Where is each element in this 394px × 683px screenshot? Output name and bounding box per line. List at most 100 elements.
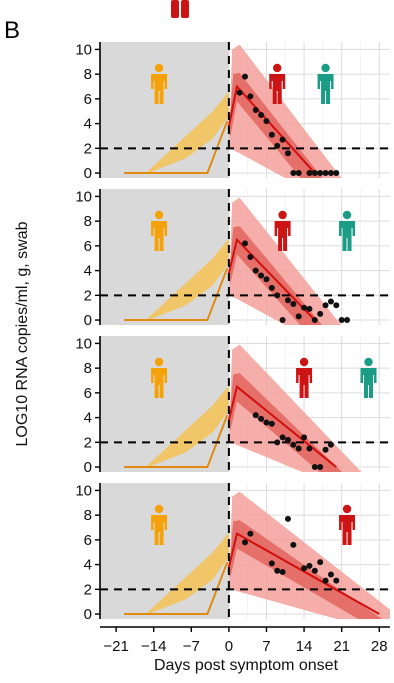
- data-point: [333, 577, 340, 584]
- data-point: [236, 89, 243, 96]
- data-point: [247, 254, 254, 260]
- data-point: [252, 267, 259, 274]
- y-tick-label: 0: [84, 312, 92, 329]
- y-tick-label: 2: [84, 434, 92, 451]
- data-point: [279, 317, 286, 324]
- data-point: [279, 136, 286, 143]
- data-point: [263, 118, 270, 125]
- data-point: [242, 240, 248, 247]
- postsymptomatic-band-outer: [228, 491, 390, 619]
- presymptomatic-line: [124, 414, 229, 469]
- orange-person-icon: [151, 357, 168, 398]
- postsymptomatic-line: [227, 237, 316, 321]
- data-point: [311, 317, 318, 324]
- data-point: [306, 562, 313, 569]
- data-point: [301, 565, 308, 572]
- data-point: [279, 569, 286, 576]
- data-point: [317, 310, 324, 317]
- data-point: [290, 441, 297, 448]
- postsymptomatic-line: [227, 532, 380, 615]
- postsymptomatic-line: [227, 384, 337, 468]
- data-point: [247, 530, 254, 537]
- presymptomatic-band: [148, 532, 229, 615]
- panel-plot-area: [100, 189, 390, 325]
- data-point: [274, 567, 281, 574]
- y-tick-label: 10: [75, 41, 92, 58]
- red-person-icon: [339, 504, 356, 545]
- red-person-icon: [269, 63, 286, 104]
- data-point: [284, 297, 291, 304]
- x-tick-label: 7: [262, 638, 270, 655]
- data-point: [274, 439, 281, 446]
- presymptomatic-shade: [100, 336, 229, 472]
- postsymptomatic-band-inner: [228, 373, 343, 472]
- postsymptomatic-band-outer: [228, 44, 342, 178]
- x-tick-label: 28: [371, 638, 388, 655]
- red-person-icon: [296, 357, 313, 398]
- data-point: [295, 313, 302, 320]
- data-point: [338, 317, 345, 324]
- data-point: [252, 107, 259, 113]
- postsymptomatic-band-inner: [228, 72, 323, 178]
- data-point: [301, 434, 308, 441]
- y-tick-label: 6: [84, 238, 92, 255]
- data-point: [301, 304, 308, 311]
- data-point: [311, 567, 318, 574]
- presymptomatic-line: [124, 120, 229, 175]
- data-point: [284, 150, 291, 157]
- data-point: [290, 541, 297, 548]
- y-tick-label: 0: [84, 606, 92, 623]
- data-point: [327, 298, 334, 305]
- data-point: [252, 412, 259, 419]
- x-tick-label: 21: [333, 638, 350, 655]
- data-point: [290, 300, 297, 307]
- teal-person-icon: [360, 357, 377, 398]
- data-point: [327, 441, 334, 448]
- y-tick-label: 8: [84, 507, 92, 524]
- presymptomatic-band: [148, 385, 229, 468]
- panel-letter: B: [4, 17, 20, 44]
- data-point: [317, 170, 324, 177]
- data-point: [242, 539, 248, 546]
- data-point: [284, 515, 291, 522]
- data-point: [322, 170, 329, 177]
- data-point: [258, 415, 265, 422]
- data-point: [322, 577, 329, 584]
- y-tick-label: 2: [84, 287, 92, 304]
- data-point: [311, 170, 318, 177]
- panel-4: 0 2 4 6 8 10 −21 −14 −7 0 7 14 21 28: [75, 482, 390, 655]
- y-tick-label: 4: [84, 410, 92, 427]
- red-person-icon: [274, 210, 291, 251]
- y-tick-label: 8: [84, 213, 92, 230]
- data-point: [274, 292, 281, 299]
- presymptomatic-shade: [100, 483, 229, 619]
- x-tick-label: 14: [296, 638, 313, 655]
- presymptomatic-line: [124, 267, 229, 322]
- panel-plot-area: [100, 483, 390, 619]
- panels: 0 2 4 6 8 10 0 2 4 6 8 10 0 2 4 6 8 10 0 2 4 6 8 10 −21 −14 −7 0 7 14…: [75, 41, 390, 655]
- data-point: [306, 305, 313, 312]
- presymptomatic-shade: [100, 42, 229, 178]
- x-tick-label: −14: [141, 638, 166, 655]
- data-point: [295, 170, 302, 177]
- data-point: [242, 73, 248, 80]
- panel-2: 0 2 4 6 8 10: [75, 188, 390, 329]
- panel-1: 0 2 4 6 8 10: [75, 41, 390, 182]
- data-point: [333, 170, 340, 177]
- data-point: [268, 284, 275, 291]
- y-tick-label: 2: [84, 140, 92, 157]
- data-point: [327, 170, 334, 177]
- y-tick-label: 0: [84, 459, 92, 476]
- y-tick-label: 10: [75, 335, 92, 352]
- y-tick-label: 4: [84, 263, 92, 280]
- postsymptomatic-line: [227, 84, 316, 174]
- data-point: [279, 434, 286, 441]
- y-tick-label: 10: [75, 188, 92, 205]
- teal-person-icon: [339, 210, 356, 251]
- teal-person-icon: [317, 63, 334, 104]
- data-point: [333, 302, 340, 309]
- y-tick-label: 8: [84, 360, 92, 377]
- postsymptomatic-band-outer: [228, 344, 362, 472]
- panel-plot-area: [100, 336, 390, 472]
